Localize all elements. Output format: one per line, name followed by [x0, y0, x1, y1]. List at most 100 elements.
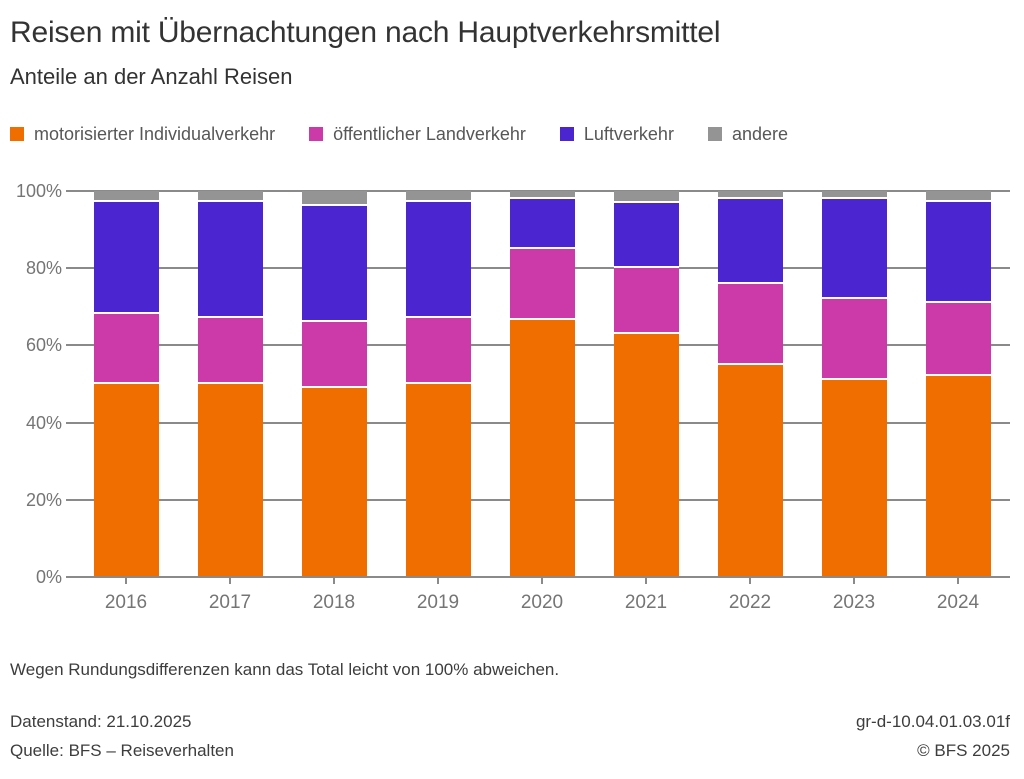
y-axis-tick-label: 40%: [25, 412, 62, 433]
bar-segment-2024-series-0: [925, 376, 991, 577]
bar-segment-2021-series-0: [613, 333, 679, 577]
x-axis-cell-2017: 2017: [198, 576, 263, 614]
x-axis-tick: [645, 576, 647, 584]
x-axis-cell-2021: 2021: [614, 576, 679, 614]
bar-2019: [405, 190, 471, 577]
x-axis-tick: [853, 576, 855, 584]
bar-segment-2023-series-3: [821, 190, 887, 199]
footer-quelle: Quelle: BFS – Reiseverhalten: [10, 740, 234, 760]
x-axis-cell-2019: 2019: [406, 576, 471, 614]
legend-swatch-motorisierter-individualverkehr: [10, 127, 24, 142]
x-axis-label: 2017: [208, 591, 252, 613]
footer-datenstand: Datenstand: 21.10.2025: [10, 711, 192, 731]
bar-segment-2016-series-1: [93, 314, 159, 384]
legend-item-oeffentlicher-landverkehr: öffentlicher Landverkehr: [309, 124, 526, 145]
bar-2021: [613, 190, 679, 577]
bar-segment-2020-series-0: [509, 319, 575, 577]
legend-swatch-luftverkehr: [559, 127, 574, 142]
bar-2022: [717, 190, 783, 577]
page-title: Reisen mit Übernachtungen nach Hauptverk…: [10, 16, 721, 49]
bar-segment-2019-series-3: [405, 190, 471, 203]
bar-segment-2021-series-3: [613, 190, 679, 203]
bar-segment-2017-series-1: [197, 318, 263, 384]
x-axis-label: 2016: [104, 591, 148, 613]
x-axis-label: 2022: [728, 591, 772, 613]
bar-segment-2018-series-0: [301, 387, 367, 577]
x-axis-cell-2020: 2020: [510, 576, 575, 614]
bar-segment-2019-series-0: [405, 383, 471, 577]
bar-2017: [197, 190, 263, 577]
y-axis-tick-label: 20%: [25, 489, 62, 510]
bar-2018: [301, 190, 367, 577]
y-axis-tick-label: 0%: [35, 566, 62, 587]
x-axis-label: 2023: [832, 591, 876, 613]
bars: [74, 190, 1010, 577]
footer-right: gr-d-10.04.01.03.01f © BFS 2025: [856, 708, 1010, 766]
bar-segment-2020-series-2: [509, 198, 575, 250]
x-axis-label: 2024: [936, 591, 980, 613]
legend-label: motorisierter Individualverkehr: [34, 123, 276, 144]
bar-segment-2019-series-2: [405, 202, 471, 319]
legend: motorisierter Individualverkehr öffentli…: [10, 124, 1010, 145]
bar-segment-2018-series-2: [301, 206, 367, 323]
x-axis-tick: [229, 576, 231, 584]
bar-segment-2024-series-1: [925, 302, 991, 377]
x-axis-cell-2018: 2018: [302, 576, 367, 614]
footer-left: Datenstand: 21.10.2025 Quelle: BFS – Rei…: [10, 708, 234, 766]
y-axis-tick-label: 100%: [15, 180, 62, 201]
x-axis-tick: [749, 576, 751, 584]
bar-segment-2024-series-3: [925, 190, 991, 203]
gridline: [66, 189, 1010, 192]
bar-segment-2016-series-3: [93, 190, 159, 203]
bar-segment-2022-series-3: [717, 190, 783, 199]
bar-segment-2022-series-1: [717, 283, 783, 365]
legend-label: Luftverkehr: [583, 123, 674, 144]
bar-segment-2023-series-1: [821, 298, 887, 381]
bar-segment-2017-series-0: [197, 383, 263, 577]
bar-2023: [821, 190, 887, 577]
bar-segment-2017-series-3: [197, 190, 263, 203]
bar-segment-2018-series-1: [301, 322, 367, 388]
x-axis-label: 2021: [624, 591, 668, 613]
x-axis-tick: [957, 576, 959, 584]
legend-item-andere: andere: [707, 123, 788, 145]
legend-swatch-oeffentlicher-landverkehr: [309, 127, 324, 142]
bar-segment-2020-series-1: [509, 249, 575, 320]
legend-swatch-andere: [707, 127, 722, 142]
bar-segment-2018-series-3: [301, 190, 367, 207]
bar-segment-2016-series-2: [93, 202, 159, 315]
x-axis-cell-2023: 2023: [822, 576, 887, 614]
legend-label: öffentlicher Landverkehr: [333, 123, 526, 144]
plot-area: 0% 20% 40% 60% 80% 100%: [16, 182, 1010, 586]
legend-label: andere: [731, 123, 788, 144]
bar-segment-2022-series-2: [717, 198, 783, 284]
bar-segment-2022-series-0: [717, 364, 783, 577]
legend-item-luftverkehr: Luftverkehr: [559, 123, 674, 145]
x-axis-tick: [125, 576, 127, 584]
footer: Datenstand: 21.10.2025 Quelle: BFS – Rei…: [10, 708, 1010, 766]
bar-2020: [509, 190, 575, 577]
bar-segment-2017-series-2: [197, 202, 263, 319]
bar-segment-2023-series-0: [821, 380, 887, 577]
x-axis-label: 2019: [416, 591, 460, 613]
bar-segment-2023-series-2: [821, 198, 887, 299]
x-axis-label: 2020: [520, 591, 564, 613]
y-axis-tick-label: 60%: [25, 335, 62, 356]
bar-segment-2021-series-1: [613, 268, 679, 334]
gridline: [66, 575, 1010, 578]
bar-segment-2019-series-1: [405, 318, 471, 384]
x-axis-cell-2024: 2024: [926, 576, 991, 614]
bar-segment-2020-series-3: [509, 190, 575, 199]
y-axis-tick-label: 80%: [25, 258, 62, 279]
bar-segment-2021-series-2: [613, 202, 679, 269]
bar-segment-2024-series-2: [925, 202, 991, 303]
x-axis-tick: [437, 576, 439, 584]
x-axis-label: 2018: [312, 591, 356, 613]
x-axis-cell-2022: 2022: [718, 576, 783, 614]
footer-copyright: © BFS 2025: [917, 740, 1010, 760]
footnote: Wegen Rundungsdifferenzen kann das Total…: [10, 659, 560, 679]
bar-segment-2016-series-0: [93, 383, 159, 577]
stacked-bar-chart: 0% 20% 40% 60% 80% 100% 2016 2017 2018 2019 2020 2…: [10, 182, 1010, 614]
x-axis-tick: [541, 576, 543, 584]
